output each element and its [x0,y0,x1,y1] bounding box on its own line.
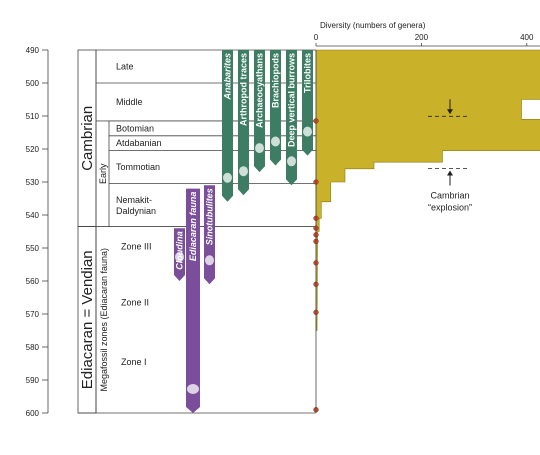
taxon-bar-archaeocyathans [254,50,265,173]
annotation-arrow-up-head [447,170,453,176]
taxon-label-brachiopods: Brachiopods [271,53,281,108]
stage-label-middle: Middle [116,97,143,107]
taxon-bar-deep-vertical-burrows [286,50,297,186]
y-tick-label-590: 590 [26,376,40,385]
taxon-bar-ediacaran-fauna [186,188,200,413]
x-tick-label-0: 0 [314,33,319,42]
taxon-fossil-icon-archaeocyathans [255,143,264,154]
taxon-label-ediacaran-fauna: Ediacaran fauna [188,192,198,262]
y-tick-label-530: 530 [26,178,40,187]
stage-label-atdabanian: Atdabanian [116,138,162,148]
y-tick-label-520: 520 [26,145,40,154]
y-tick-label-580: 580 [26,343,40,352]
y-tick-label-510: 510 [26,112,40,121]
taxon-fossil-icon-arthropod-traces [239,166,248,177]
annotation-arrow-down-head [447,109,453,115]
epoch-label-early: Early [98,163,108,184]
taxon-bar-anabarites [222,50,233,202]
x-tick-label-400: 400 [520,33,534,42]
period-label-cambrian: Cambrian [79,106,96,171]
ediacaran-subtitle: Megafossil zones (Ediacaran fauna) [99,248,109,392]
taxon-label-sinotubulites: Sinotubulites [205,188,215,245]
taxon-fossil-icon-deep-vertical-burrows [287,156,296,167]
taxon-label-deep-vertical-burrows: Deep vertical burrows [287,53,297,147]
taxon-fossil-icon-cloudina [175,252,184,262]
diversity-area [315,49,540,331]
zone-label-zone-ii: Zone II [121,297,149,307]
x-axis-title: Diversity (numbers of genera) [320,21,426,30]
y-tick-label-560: 560 [26,277,40,286]
annotation-label-cambrian: Cambrian [430,191,469,201]
taxon-label-anabarites: Anabarites [223,53,233,101]
taxon-label-trilobites: Trilobites [303,53,313,93]
y-tick-label-490: 490 [26,46,40,55]
taxon-label-cloudina: Cloudina [175,231,185,270]
taxon-fossil-icon-sinotubulites [205,255,214,266]
taxon-fossil-icon-trilobites [303,126,312,137]
taxon-fossil-icon-anabarites [223,172,232,183]
y-tick-label-500: 500 [26,79,40,88]
y-tick-label-550: 550 [26,244,40,253]
annotation-label-explosion: “explosion” [428,203,472,213]
zone-label-zone-iii: Zone III [121,241,152,251]
stage-label-daldynian-line2: Daldynian [116,206,156,216]
y-tick-label-570: 570 [26,310,40,319]
taxon-fossil-icon-ediacaran-fauna [187,384,199,394]
zone-label-zone-i: Zone I [121,357,147,367]
y-tick-label-600: 600 [26,409,40,418]
stage-label-tommotian: Tommotian [116,162,160,172]
stage-label-botomian: Botomian [116,123,154,133]
y-tick-label-540: 540 [26,211,40,220]
taxon-label-archaeocyathans: Archaeocyathans [255,53,265,128]
taxon-fossil-icon-brachiopods [271,136,280,147]
x-tick-label-200: 200 [415,33,429,42]
stage-label-late: Late [116,62,134,72]
stage-label-nemakit-line1: Nemakit- [116,195,152,205]
taxon-label-arthropod-traces: Arthropod traces [239,53,249,126]
taxon-bar-arthropod-traces [238,50,249,196]
period-label-ediacaran-vendian: Ediacaran = Vendian [79,250,96,389]
taxon-bar-brachiopods [270,50,281,166]
